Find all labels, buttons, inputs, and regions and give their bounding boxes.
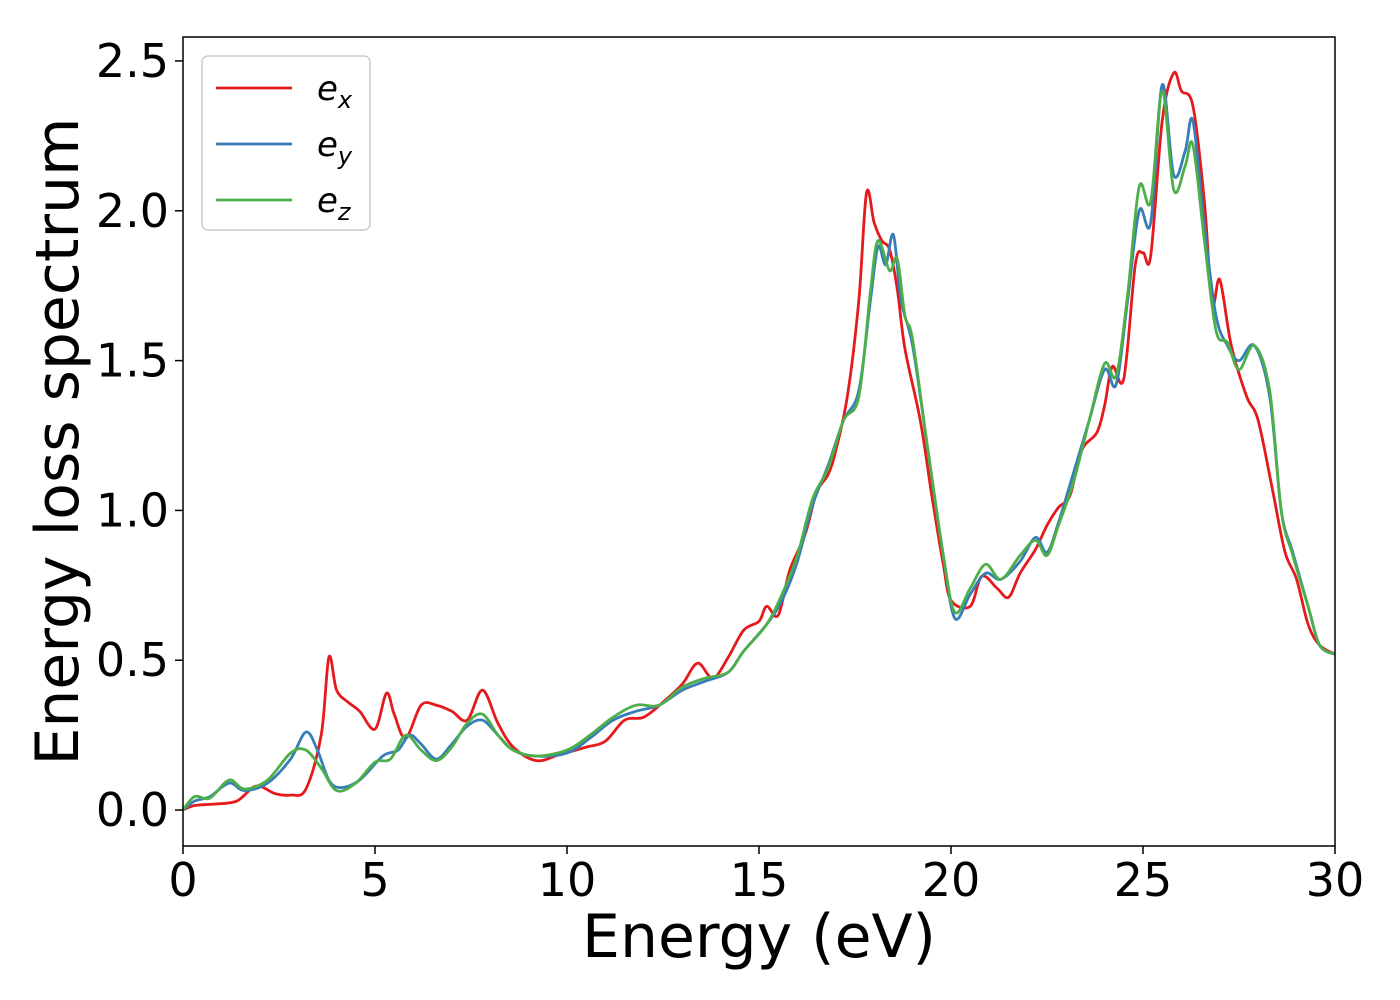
y-axis-title: Energy loss spectrum bbox=[23, 117, 93, 765]
y-tick-label: 1.0 bbox=[96, 483, 169, 537]
x-tick-label: 30 bbox=[1306, 853, 1365, 907]
y-tick-label: 2.5 bbox=[96, 34, 169, 88]
x-axis-title: Energy (eV) bbox=[582, 902, 936, 972]
y-tick-label: 0.0 bbox=[96, 783, 169, 837]
legend-label-z: ez bbox=[317, 181, 352, 226]
series-lines bbox=[183, 70, 1335, 812]
series-line-x bbox=[183, 70, 1335, 812]
legend-label-x: ex bbox=[317, 69, 353, 114]
x-tick-label: 25 bbox=[1114, 853, 1173, 907]
y-tick-label: 1.5 bbox=[96, 334, 169, 388]
y-axis-ticks: 0.0 0.5 1.0 1.5 2.0 2.5 bbox=[96, 34, 183, 837]
y-tick-label: 0.5 bbox=[96, 633, 169, 687]
x-tick-label: 0 bbox=[168, 853, 197, 907]
x-tick-label: 15 bbox=[730, 853, 789, 907]
y-tick-label: 2.0 bbox=[96, 184, 169, 238]
legend: ex ey ez bbox=[201, 55, 371, 231]
x-tick-label: 10 bbox=[538, 853, 597, 907]
x-tick-label: 5 bbox=[360, 853, 389, 907]
x-axis-ticks: 0 5 10 15 20 25 30 bbox=[168, 846, 1364, 907]
series-line-z bbox=[183, 89, 1335, 811]
legend-label-y: ey bbox=[317, 125, 353, 170]
x-tick-label: 20 bbox=[922, 853, 981, 907]
